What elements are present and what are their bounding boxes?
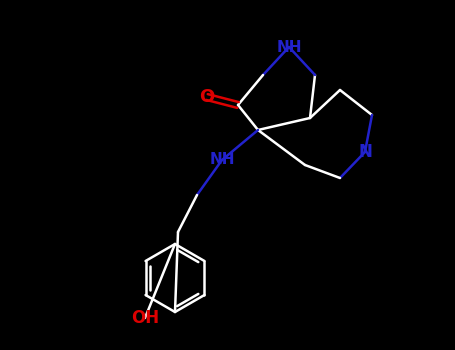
Text: OH: OH bbox=[131, 309, 159, 327]
Text: NH: NH bbox=[209, 153, 235, 168]
Text: NH: NH bbox=[276, 40, 302, 55]
Text: N: N bbox=[358, 143, 372, 161]
Text: O: O bbox=[199, 88, 215, 106]
